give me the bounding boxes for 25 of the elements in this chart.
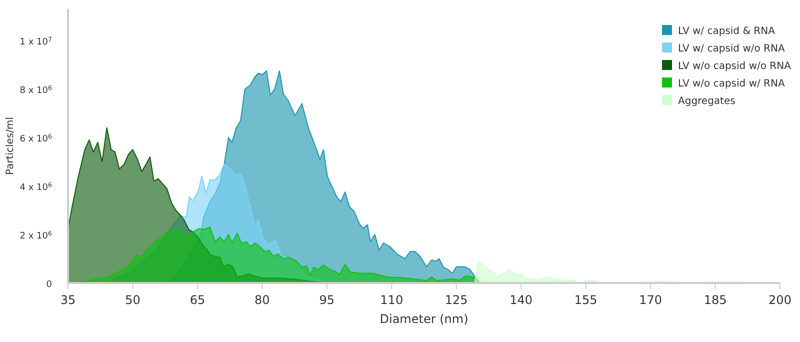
x-tick-label: 140 xyxy=(510,293,533,307)
x-tick-label: 125 xyxy=(444,293,468,307)
y-tick-label: 1 x 10$^{7}$ xyxy=(20,36,52,48)
x-tick-label: 185 xyxy=(704,293,727,307)
y-tick-label: 4 x 10$^{6}$ xyxy=(20,182,52,194)
y-tick-label: 8 x 10$^{6}$ xyxy=(20,84,52,96)
x-tick-label: 50 xyxy=(125,293,140,307)
legend-label: LV w/ capsid w/o RNA xyxy=(678,44,785,54)
legend-label: Aggregates xyxy=(678,96,736,107)
x-tick-label: 35 xyxy=(60,293,76,307)
legend-label: LV w/o capsid w/ RNA xyxy=(678,78,785,90)
y-tick-label: 0 xyxy=(46,280,52,290)
y-tick-label: 6 x 10$^{6}$ xyxy=(20,133,52,145)
x-tick-label: 170 xyxy=(639,293,662,307)
x-tick-label: 110 xyxy=(380,293,404,307)
x-tick-label: 80 xyxy=(254,293,270,307)
x-tick-label: 200 xyxy=(768,293,792,307)
y-axis-title: Particles/ml xyxy=(5,116,16,176)
x-tick-label: 155 xyxy=(574,293,598,307)
legend-label: LV w/o capsid w/o RNA xyxy=(678,61,792,72)
y-tick-label: 2 x 10$^{6}$ xyxy=(20,230,52,242)
x-tick-label: 95 xyxy=(319,293,335,307)
x-tick-label: 65 xyxy=(190,293,206,307)
x-axis-title: Diameter (nm) xyxy=(380,312,468,326)
legend-label: LV w/ capsid & RNA xyxy=(678,26,776,37)
